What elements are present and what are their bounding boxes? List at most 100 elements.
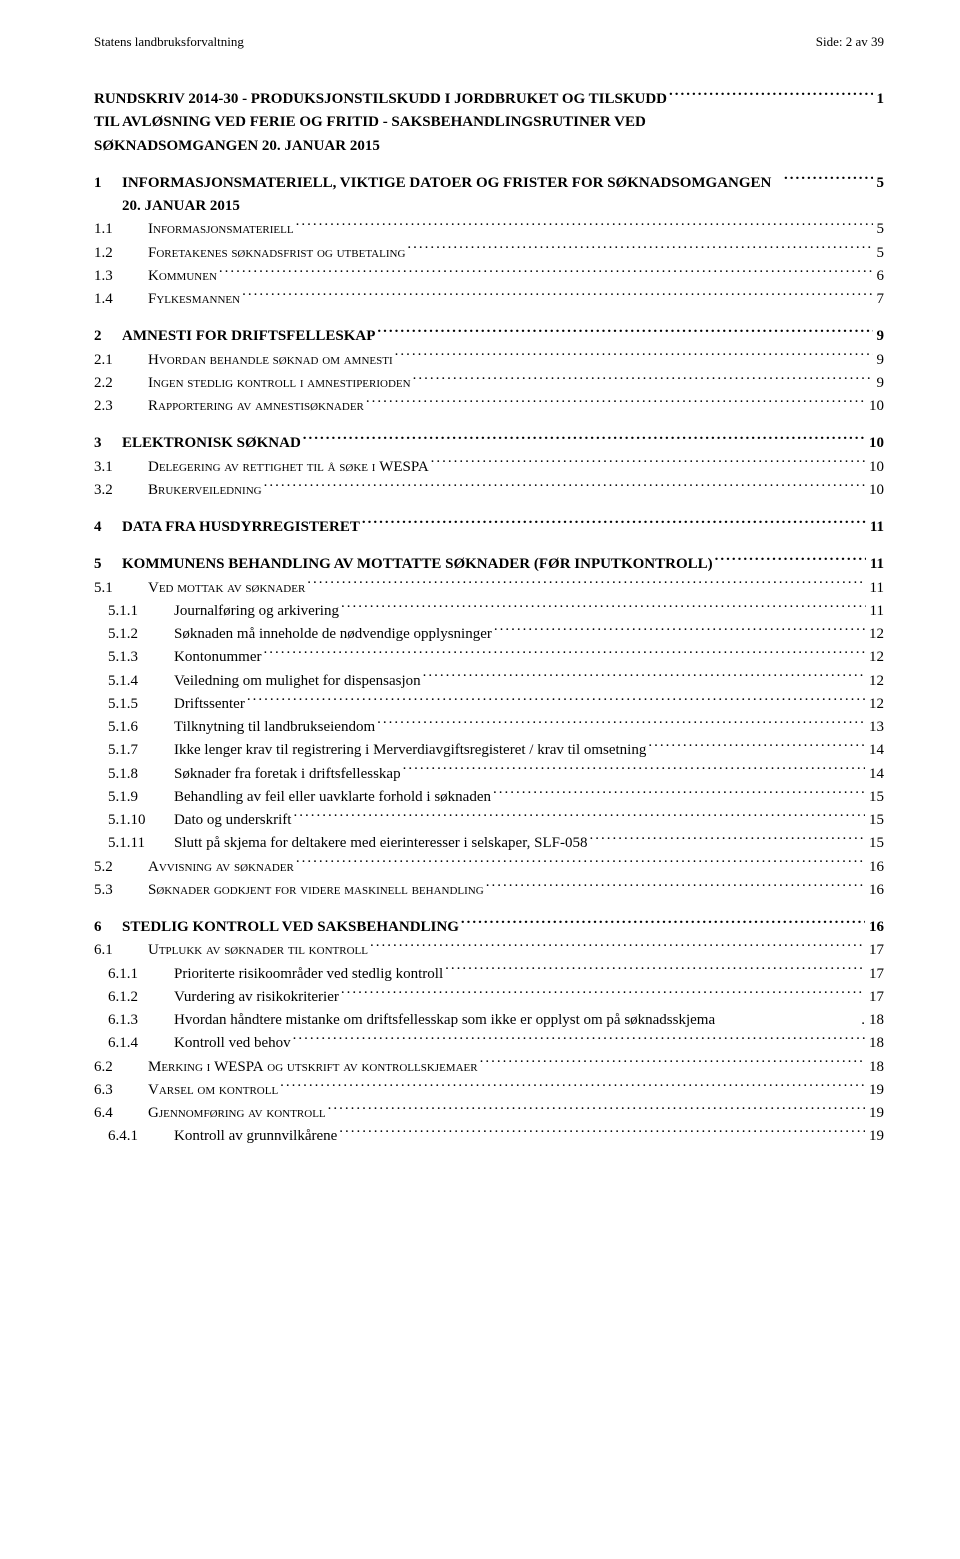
toc-entry: 1INFORMASJONSMATERIELL, VIKTIGE DATOER O… — [94, 172, 884, 219]
toc-number: 5.1.3 — [94, 646, 174, 669]
toc-entry: 2.1Hvordan behandle søknad om amnesti9 — [94, 349, 884, 372]
toc-entry: 6.4.1Kontroll av grunnvilkårene19 — [94, 1125, 884, 1148]
toc-page: 5 — [873, 172, 885, 195]
toc-entry: 6STEDLIG KONTROLL VED SAKSBEHANDLING16 — [94, 916, 884, 939]
toc-page: 15 — [865, 832, 884, 855]
toc-entry: 6.1.1Prioriterte risikoområder ved stedl… — [94, 963, 884, 986]
toc-label: Søknader godkjent for videre maskinell b… — [148, 879, 486, 902]
leader-dots — [493, 786, 865, 801]
toc-page: 18 — [865, 1032, 884, 1055]
leader-dots — [303, 432, 865, 447]
leader-dots — [264, 479, 865, 494]
toc-number: 5.1.4 — [94, 670, 174, 693]
toc-page: 10 — [865, 479, 884, 502]
leader-dots — [341, 600, 866, 615]
toc-number: 5.1.5 — [94, 693, 174, 716]
toc-label: Vurdering av risikokriterier — [174, 986, 341, 1009]
toc-entry: 5KOMMUNENS BEHANDLING AV MOTTATTE SØKNAD… — [94, 553, 884, 576]
toc-number: 5.1.10 — [94, 809, 174, 832]
leader-dots — [431, 456, 865, 471]
toc-entry: 1.3Kommunen6 — [94, 265, 884, 288]
toc-page: 9 — [873, 349, 885, 372]
leader-dots — [784, 172, 873, 187]
toc-label: Kontonummer — [174, 646, 264, 669]
leader-dots — [370, 939, 865, 954]
toc-label: AMNESTI FOR DRIFTSFELLESKAP — [122, 325, 377, 348]
toc-entry: 2.2Ingen stedlig kontroll i amnestiperio… — [94, 372, 884, 395]
toc-number: 1.2 — [94, 242, 148, 265]
leader-dots — [377, 325, 872, 340]
toc-label: Hvordan behandle søknad om amnesti — [148, 349, 395, 372]
toc-number: 5.1.7 — [94, 739, 174, 762]
toc-entry: 5.1.4Veiledning om mulighet for dispensa… — [94, 670, 884, 693]
toc-page: 6 — [873, 265, 885, 288]
toc-entry: 2.3Rapportering av amnestisøknader10 — [94, 395, 884, 418]
leader-dots — [362, 516, 866, 531]
toc-page: 19 — [865, 1079, 884, 1102]
toc-number: 4 — [94, 516, 122, 539]
toc-page: 10 — [865, 456, 884, 479]
page-header: Statens landbruksforvaltning Side: 2 av … — [94, 34, 884, 50]
leader-dots — [407, 242, 872, 257]
toc-number: 6.1.4 — [94, 1032, 174, 1055]
toc-label: Avvisning av søknader — [148, 856, 296, 879]
toc-entry: 6.1.2Vurdering av risikokriterier17 — [94, 986, 884, 1009]
toc-number: 6.4 — [94, 1102, 148, 1125]
toc-entry: 6.1Utplukk av søknader til kontroll17 — [94, 939, 884, 962]
toc-entry: 5.1.8Søknader fra foretak i driftsfelles… — [94, 763, 884, 786]
toc-number: 5.3 — [94, 879, 148, 902]
toc-label: Merking i WESPA og utskrift av kontrolls… — [148, 1056, 480, 1079]
toc-label: Varsel om kontroll — [148, 1079, 280, 1102]
toc-page: 12 — [865, 623, 884, 646]
toc-label: Delegering av rettighet til å søke i WES… — [148, 456, 431, 479]
toc-label: Søknaden må inneholde de nødvendige oppl… — [174, 623, 494, 646]
leader-dots — [403, 763, 865, 778]
toc-number: 5.1.8 — [94, 763, 174, 786]
toc-page: 12 — [865, 670, 884, 693]
leader-dots — [242, 288, 872, 303]
toc-entry: 5.1.9Behandling av feil eller uavklarte … — [94, 786, 884, 809]
toc-page: 14 — [865, 763, 884, 786]
toc-page: 15 — [865, 786, 884, 809]
toc-number: 5.1.11 — [94, 832, 174, 855]
leader-dots — [296, 856, 865, 871]
toc-number: 1.4 — [94, 288, 148, 311]
toc-entry: 6.1.3Hvordan håndtere mistanke om drifts… — [94, 1009, 884, 1032]
toc-label: Dato og underskrift — [174, 809, 293, 832]
toc-page: 14 — [865, 739, 884, 762]
leader-dots — [219, 265, 873, 280]
toc-number: 6.3 — [94, 1079, 148, 1102]
toc-page: 11 — [866, 516, 884, 539]
toc-number: 5.1.6 — [94, 716, 174, 739]
toc-number: 5.1.2 — [94, 623, 174, 646]
toc-number: 6.1.2 — [94, 986, 174, 1009]
toc-page: 16 — [865, 856, 884, 879]
leader-dots — [480, 1056, 865, 1071]
leader-dots — [339, 1125, 865, 1140]
toc-entry: 2AMNESTI FOR DRIFTSFELLESKAP9 — [94, 325, 884, 348]
leader-dots — [341, 986, 865, 1001]
leader-dots — [247, 693, 865, 708]
toc-label: Brukerveiledning — [148, 479, 264, 502]
toc-label: Journalføring og arkivering — [174, 600, 341, 623]
toc-entry: 6.3Varsel om kontroll 19 — [94, 1079, 884, 1102]
toc-page: 11 — [866, 600, 884, 623]
toc-number: 6.1 — [94, 939, 148, 962]
toc-entry: 1.4Fylkesmannen7 — [94, 288, 884, 311]
toc-entry: 5.1.2Søknaden må inneholde de nødvendige… — [94, 623, 884, 646]
toc-page: 10 — [865, 395, 884, 418]
leader-dots — [589, 832, 865, 847]
toc-entry: 5.1.6Tilknytning til landbrukseiendom13 — [94, 716, 884, 739]
toc-page: 12 — [865, 646, 884, 669]
leader-dots — [413, 372, 873, 387]
toc-label: ELEKTRONISK SØKNAD — [122, 432, 303, 455]
toc-label: Søknader fra foretak i driftsfellesskap — [174, 763, 403, 786]
toc-label: Rapportering av amnestisøknader — [148, 395, 366, 418]
toc-entry: 5.1.11Slutt på skjema for deltakere med … — [94, 832, 884, 855]
toc-page: 18 — [865, 1009, 884, 1032]
toc-label: KOMMUNENS BEHANDLING AV MOTTATTE SØKNADE… — [122, 553, 715, 576]
toc-number: 5.1 — [94, 577, 148, 600]
toc-page: 13 — [865, 716, 884, 739]
toc-page: 10 — [865, 432, 884, 455]
toc-number: 5.1.1 — [94, 600, 174, 623]
